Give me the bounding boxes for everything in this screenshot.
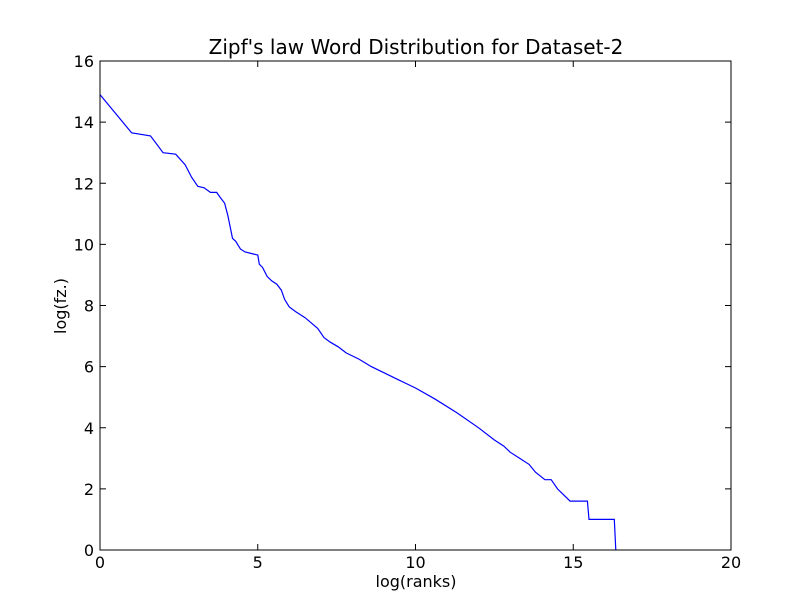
y-axis: 0 2 4 6 8 10 12 14 16 (74, 52, 731, 560)
data-series-line (99, 94, 617, 551)
x-tick-label: 20 (721, 553, 741, 572)
y-tick-label: 6 (84, 358, 94, 377)
x-axis-label: log(ranks) (376, 572, 457, 591)
x-tick-label: 5 (253, 553, 263, 572)
y-axis-label: log(fz.) (51, 278, 70, 334)
y-tick-label: 12 (74, 174, 94, 193)
y-tick-label: 16 (74, 52, 94, 71)
x-axis: 0 5 10 15 20 (95, 61, 741, 572)
plot-area (99, 94, 617, 551)
y-tick-label: 4 (84, 419, 94, 438)
y-tick-label: 2 (84, 480, 94, 499)
x-tick-label: 10 (405, 553, 425, 572)
x-tick-label: 15 (563, 553, 583, 572)
chart-title: Zipf's law Word Distribution for Dataset… (209, 35, 624, 59)
y-tick-label: 10 (74, 235, 94, 254)
x-tick-label: 0 (95, 553, 105, 572)
y-tick-label: 0 (84, 541, 94, 560)
y-tick-label: 8 (84, 297, 94, 316)
y-tick-label: 14 (74, 113, 94, 132)
